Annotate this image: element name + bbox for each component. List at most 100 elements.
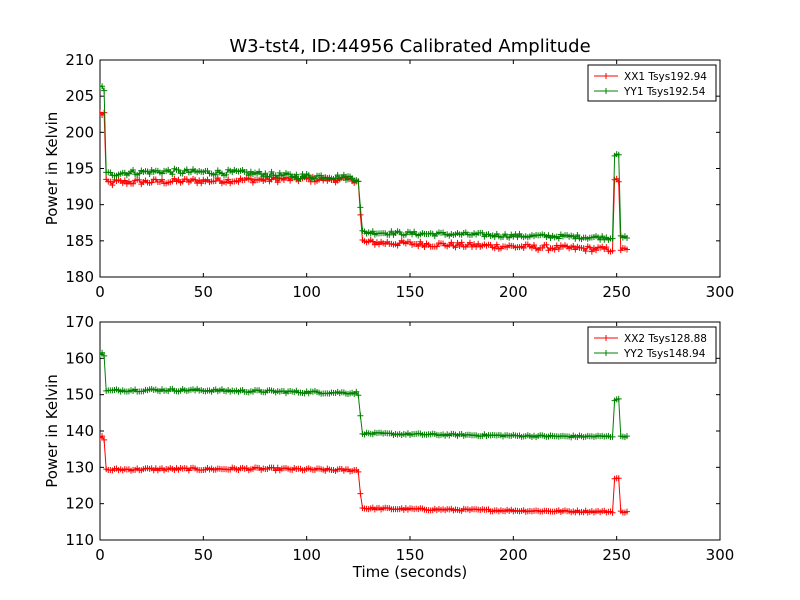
y-tick-label: 205 (65, 87, 94, 105)
data-point-marker (615, 475, 622, 482)
data-point-marker (543, 241, 550, 248)
data-point-marker (417, 238, 424, 245)
legend-marker (603, 88, 609, 94)
y-tick-label: 180 (65, 268, 94, 286)
data-point-marker (514, 234, 521, 241)
data-point-marker (357, 490, 364, 497)
data-point-marker (262, 170, 269, 177)
x-tick-label: 150 (396, 546, 425, 564)
legend: XX1 Tsys192.94 YY1 Tsys192.54 (587, 64, 717, 102)
data-point-marker (357, 412, 364, 419)
series-line-path (100, 111, 628, 253)
x-tick-label: 200 (499, 283, 528, 301)
x-tick-label: 300 (706, 283, 735, 301)
data-point-marker (369, 238, 376, 245)
data-point-marker (539, 245, 546, 252)
x-tick-label: 200 (499, 546, 528, 564)
data-point-marker (268, 168, 275, 175)
data-point-marker (615, 178, 622, 185)
data-point-marker (175, 166, 182, 173)
data-point-marker (493, 241, 500, 248)
series-line-path (100, 351, 628, 438)
data-point-marker (506, 234, 513, 241)
data-point-marker (101, 352, 108, 359)
x-tick-label: 250 (602, 546, 631, 564)
data-point-marker (101, 436, 108, 443)
x-tick-label: 50 (194, 283, 213, 301)
x-tick-label: 50 (194, 546, 213, 564)
data-point-marker (574, 231, 581, 238)
x-tick-label: 300 (706, 546, 735, 564)
data-point-marker (109, 182, 116, 189)
data-point-marker (615, 395, 622, 402)
legend-entry: YY2 Tsys148.94 (623, 348, 706, 360)
data-point-marker (334, 171, 341, 178)
data-point-marker (415, 243, 422, 250)
data-point-marker (491, 245, 498, 252)
legend-marker (603, 73, 609, 79)
data-point-marker (100, 83, 106, 90)
y-tick-label: 210 (65, 51, 94, 69)
y-tick-label: 195 (65, 160, 94, 178)
data-point-marker (388, 228, 395, 235)
x-tick-label: 0 (95, 546, 105, 564)
data-point-marker (223, 171, 230, 178)
data-point-marker (183, 166, 190, 173)
series-xx-line (100, 109, 630, 255)
data-point-marker (479, 229, 486, 236)
data-point-marker (136, 170, 143, 177)
y-tick-label: 170 (65, 313, 94, 331)
legend-box (587, 64, 717, 102)
data-point-marker (225, 176, 232, 183)
data-point-marker (100, 433, 106, 440)
data-point-marker (223, 179, 230, 186)
data-point-marker (249, 179, 256, 186)
data-point-marker (613, 175, 620, 182)
series-yy-line (100, 83, 630, 243)
data-point-marker (297, 175, 304, 182)
data-point-marker (588, 248, 595, 255)
y-tick-label: 185 (65, 232, 94, 250)
data-point-marker (624, 234, 630, 241)
data-point-marker (235, 178, 242, 185)
y-tick-label: 200 (65, 123, 94, 141)
bottom-panel: Power in Kelvin 0 50 100 150 200 250 300 110 120 1… (43, 313, 734, 564)
legend-marker (603, 335, 609, 341)
legend-marker (603, 350, 609, 356)
data-point-marker (169, 171, 176, 178)
data-point-marker (555, 235, 562, 242)
data-point-marker (159, 176, 165, 183)
top-panel: Power in Kelvin 0 50 100 150 200 250 300 180 185 1… (43, 51, 734, 301)
data-point-marker (212, 171, 219, 178)
data-point-marker (293, 171, 300, 178)
data-point-marker (531, 241, 537, 248)
legend-entry: XX1 Tsys192.94 (624, 71, 707, 83)
data-point-marker (609, 235, 616, 242)
data-point-marker (130, 180, 137, 187)
data-point-marker (148, 179, 155, 186)
data-point-marker (332, 175, 339, 182)
data-point-marker (433, 243, 440, 250)
data-point-marker (192, 176, 199, 183)
data-point-marker (603, 244, 610, 251)
legend-entry: YY1 Tsys192.54 (623, 86, 706, 98)
data-point-marker (609, 509, 616, 516)
y-axis-label: Power in Kelvin (43, 374, 61, 488)
data-point-marker (146, 171, 153, 178)
data-point-marker (448, 239, 455, 246)
data-point-marker (198, 180, 205, 187)
data-point-marker (355, 178, 362, 185)
data-point-marker (599, 233, 606, 240)
data-point-marker (586, 244, 593, 251)
data-point-marker (624, 508, 630, 515)
data-point-marker (355, 468, 362, 475)
x-axis-label: Time (seconds) (352, 563, 468, 581)
series-xx-line (100, 433, 630, 516)
data-point-marker (247, 175, 254, 182)
data-point-marker (555, 246, 562, 253)
y-tick-label: 150 (65, 386, 94, 404)
x-tick-label: 100 (292, 546, 321, 564)
data-point-marker (274, 174, 281, 181)
data-point-marker (456, 242, 463, 249)
